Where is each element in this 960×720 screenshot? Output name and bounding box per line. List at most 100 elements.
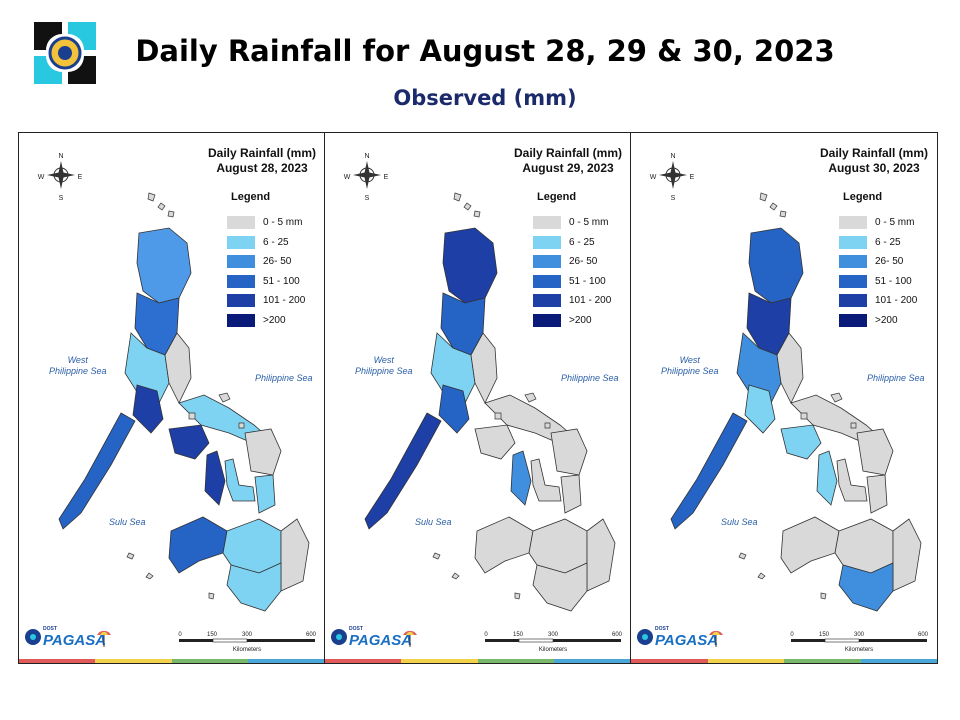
legend-label: 0 - 5 mm: [263, 217, 303, 229]
legend-label: 26- 50: [875, 256, 904, 268]
stripe-segment: [19, 659, 96, 663]
legend-swatch: [533, 216, 561, 230]
small-island: [238, 422, 245, 429]
small-island: [759, 192, 768, 202]
region-luzon-w: [124, 332, 170, 404]
small-island: [451, 572, 460, 580]
legend-swatch: [839, 235, 867, 249]
scale-tick-label: 300: [548, 632, 559, 638]
small-island: [514, 592, 521, 600]
small-island: [157, 202, 166, 211]
region-mindanao-s: [532, 562, 588, 612]
small-island: [820, 592, 827, 600]
stripe-segment: [477, 659, 554, 663]
compass-letter: W: [344, 174, 351, 181]
region-luzon-w: [430, 332, 476, 404]
compass-icon: N S E W: [650, 153, 695, 202]
scale-segment: [485, 639, 519, 642]
legend-item: 51 - 100: [533, 272, 611, 292]
scale-segment: [824, 638, 860, 643]
compass-icon: N S E W: [38, 153, 83, 202]
legend-swatch: [227, 255, 255, 269]
region-luzon-e: [470, 332, 498, 404]
legend-label: 101 - 200: [875, 295, 918, 307]
region-cebu-bohol: [836, 458, 868, 502]
west-sea-label-line2: Philippine Sea: [355, 366, 413, 376]
region-negros: [510, 450, 532, 506]
scale-segment: [553, 639, 621, 642]
scale-unit: Kilometers: [539, 647, 567, 653]
legend-label: 26- 50: [263, 256, 292, 268]
panel-title: Daily Rainfall (mm) August 29, 2023: [503, 146, 630, 176]
small-island: [126, 552, 135, 560]
legend-item: 0 - 5 mm: [227, 213, 305, 233]
legend-title: Legend: [537, 191, 577, 203]
panel-title-line1: Daily Rainfall (mm): [513, 146, 623, 160]
west-sea-label: West Philippine Sea: [355, 355, 413, 377]
scale-bar: 0 150 300 600 Kilometers: [484, 632, 623, 653]
scale-segment: [518, 638, 554, 643]
compass-letter: N: [364, 153, 369, 160]
scale-tick-label: 600: [612, 632, 623, 638]
pagasa-dost-text: DOST: [43, 626, 57, 632]
region-samar: [856, 428, 894, 476]
stripe-segment: [401, 659, 478, 663]
legend: 0 - 5 mm 6 - 25 26- 50 51 - 100 101 - 200 >20…: [839, 213, 917, 330]
legend-swatch: [839, 255, 867, 269]
region-cebu-bohol: [530, 458, 562, 502]
legend-label: 101 - 200: [569, 295, 612, 307]
region-mindanao-e: [892, 518, 922, 592]
legend-label: >200: [569, 314, 592, 326]
legend: 0 - 5 mm 6 - 25 26- 50 51 - 100 101 - 200 >20…: [533, 213, 611, 330]
small-island: [218, 392, 231, 403]
compass-letter: S: [671, 195, 676, 202]
legend-title: Legend: [843, 191, 883, 203]
scale-unit: Kilometers: [233, 647, 261, 653]
region-negros: [816, 450, 838, 506]
scale-segment: [179, 639, 213, 642]
legend-swatch: [839, 274, 867, 288]
small-island: [167, 210, 175, 218]
region-mindanao-w: [474, 516, 534, 574]
panel-title-line2: August 30, 2023: [828, 161, 920, 175]
legend-item: >200: [227, 311, 305, 331]
panel-title-line2: August 29, 2023: [522, 161, 614, 175]
compass-letter: E: [690, 174, 695, 181]
panel-title-line1: Daily Rainfall (mm): [819, 146, 929, 160]
legend-swatch: [227, 274, 255, 288]
region-north: [748, 227, 804, 304]
philippines-map: N S E W: [650, 153, 922, 612]
compass-letter: S: [59, 195, 64, 202]
west-sea-label-line2: Philippine Sea: [49, 366, 107, 376]
stripe-segment: [784, 659, 861, 663]
color-stripe: [19, 659, 324, 663]
legend-label: 26- 50: [569, 256, 598, 268]
color-stripe: [631, 659, 937, 663]
region-luzon-e: [776, 332, 804, 404]
legend-swatch: [227, 235, 255, 249]
legend-item: 0 - 5 mm: [839, 213, 917, 233]
legend-item: 51 - 100: [227, 272, 305, 292]
compass-icon: N S E W: [344, 153, 389, 202]
region-samar: [550, 428, 588, 476]
legend-item: 6 - 25: [227, 233, 305, 253]
scale-segment: [247, 639, 315, 642]
small-island: [757, 572, 766, 580]
scale-segment: [859, 639, 927, 642]
stripe-segment: [247, 659, 324, 663]
region-samar: [244, 428, 282, 476]
pagasa-text: PAGASA: [43, 632, 106, 649]
philippines-map: N S E W: [38, 153, 310, 612]
region-palawan: [670, 412, 748, 530]
west-sea-label-line1: West: [67, 355, 88, 365]
compass-letter: S: [365, 195, 370, 202]
region-mindanao-e: [586, 518, 616, 592]
west-sea-label-line2: Philippine Sea: [661, 366, 719, 376]
pagasa-text: PAGASA: [349, 632, 412, 649]
legend-item: 51 - 100: [839, 272, 917, 292]
legend-label: 51 - 100: [875, 275, 912, 287]
legend-label: >200: [875, 314, 898, 326]
